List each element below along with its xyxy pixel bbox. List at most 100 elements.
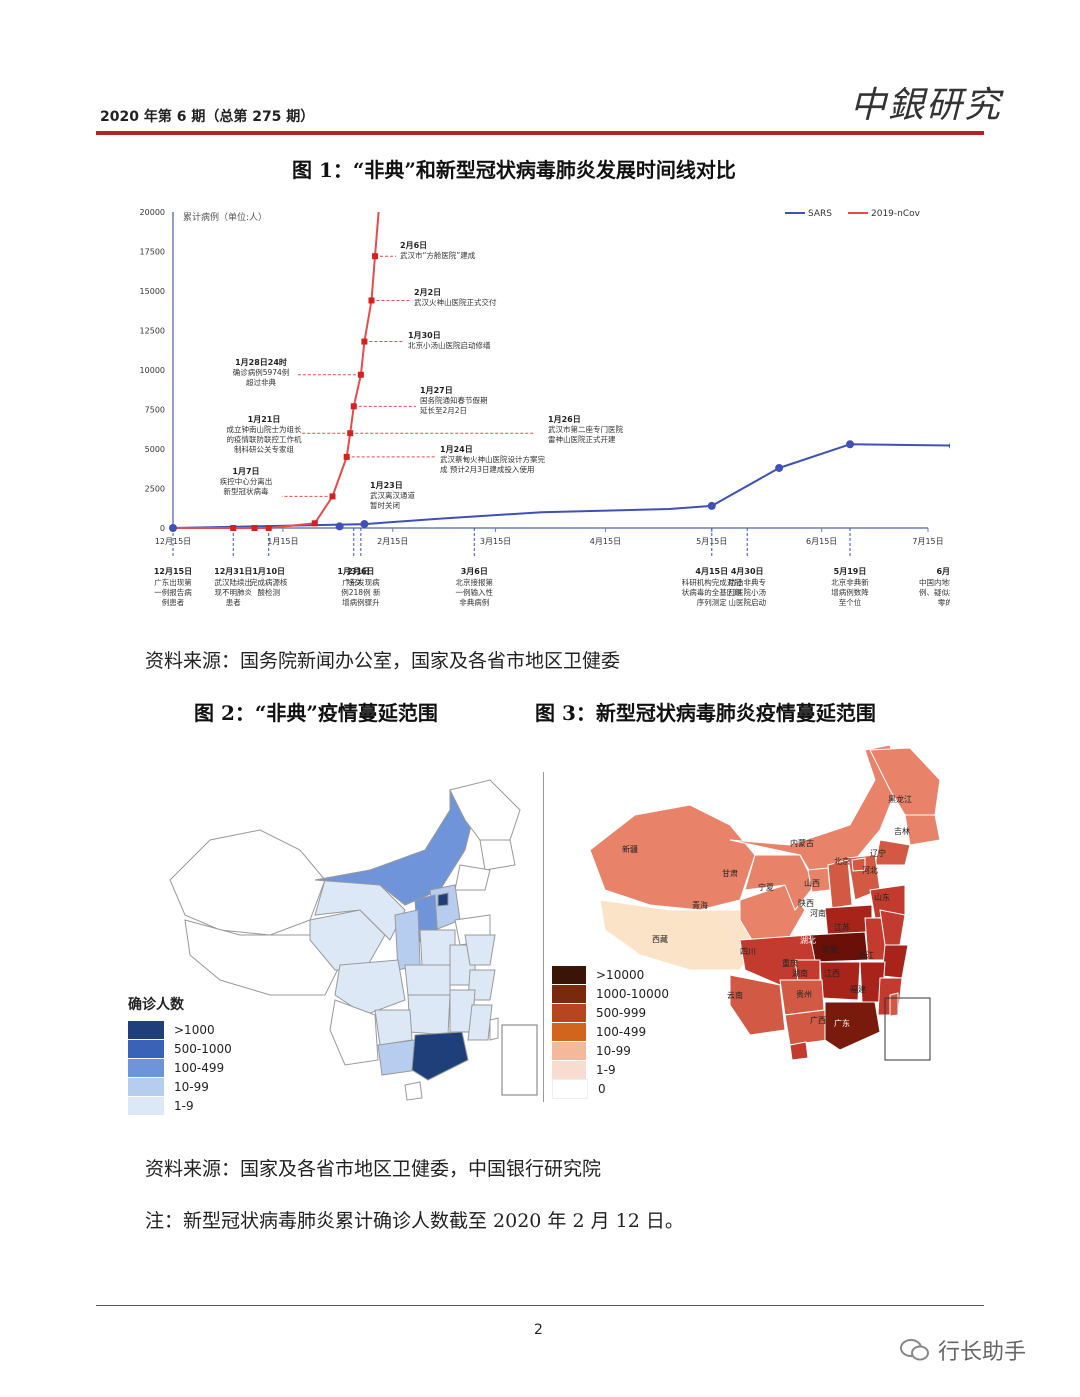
event-text: 例患者 bbox=[162, 597, 185, 607]
wechat-icon bbox=[900, 1339, 929, 1361]
annotation-date: 1月23日 bbox=[370, 481, 403, 490]
sars-legend: 确诊人数 >1000 500-1000 100-499 10-99 1-9 bbox=[128, 994, 232, 1115]
map-region-sichuan bbox=[334, 959, 406, 1016]
annotation-text: 北京小汤山医院启动修缮 bbox=[408, 340, 491, 350]
legend-item: 1-9 bbox=[128, 1096, 232, 1115]
sars-map bbox=[169, 779, 538, 1101]
annotation-date: 1月21日 bbox=[248, 415, 281, 424]
legend-item: 500-999 bbox=[552, 1003, 669, 1022]
y-tick-label: 17500 bbox=[140, 248, 165, 257]
sars-marker bbox=[335, 522, 344, 531]
watermark: 行长助手 bbox=[900, 1334, 1026, 1366]
ncov-marker bbox=[311, 520, 318, 527]
footer-rule bbox=[96, 1305, 984, 1306]
event-text: 北京非典新 bbox=[831, 577, 869, 587]
figures-note: 注：新型冠状病毒肺炎累计确诊人数截至 2020 年 2 月 12 日。 bbox=[145, 1210, 684, 1232]
legend-item: 1-9 bbox=[552, 1060, 669, 1079]
figure1-title: 图 1：“非典”和新型冠状病毒肺炎发展时间线对比 bbox=[292, 158, 736, 182]
legend-label: >10000 bbox=[596, 967, 645, 982]
legend-item: >10000 bbox=[552, 965, 669, 984]
event-text: 科研机构完成对冠 bbox=[682, 577, 742, 587]
map-region-beijing bbox=[437, 892, 449, 907]
annotation-date: 1月30日 bbox=[408, 331, 441, 340]
province-label: 新疆 bbox=[622, 844, 638, 854]
annotation-text: 超过非典 bbox=[246, 377, 276, 387]
y-tick-label: 0 bbox=[160, 524, 165, 533]
x-tick-label: 4月15日 bbox=[590, 537, 621, 546]
event-date: 5月19日 bbox=[834, 567, 867, 576]
event-date: 2月6日 bbox=[347, 567, 374, 576]
map-region-fujian bbox=[467, 1004, 493, 1041]
figure1-chart: 0 2500 5000 7500 10000 12500 15000 17500 20000 累计… bbox=[140, 208, 950, 607]
legend-item: 0 bbox=[552, 1078, 669, 1099]
legend-item: 10-99 bbox=[552, 1041, 669, 1060]
province-label: 河南 bbox=[810, 908, 826, 918]
sars-legend-title: 确诊人数 bbox=[128, 997, 184, 1013]
province-label: 内蒙古 bbox=[790, 838, 814, 848]
ncov-marker bbox=[368, 297, 375, 304]
province-label: 甘肃 bbox=[722, 868, 738, 878]
map-region-shaanxi bbox=[394, 909, 421, 971]
annotation-text: 的疫情联防联控工作机 bbox=[227, 434, 302, 444]
province-label: 山东 bbox=[874, 892, 890, 902]
ncov-marker bbox=[265, 525, 272, 531]
sars-marker bbox=[169, 524, 177, 532]
event-text: 除夕 bbox=[346, 577, 361, 587]
x-tick-label: 6月15日 bbox=[806, 537, 837, 546]
y-tick-label: 20000 bbox=[140, 208, 165, 217]
event-text: 状病毒的全基因组 bbox=[682, 587, 742, 597]
legend-label: SARS bbox=[808, 209, 832, 219]
south-sea-inset bbox=[501, 1024, 538, 1096]
legend-label: 1-9 bbox=[596, 1062, 616, 1077]
event-date: 4月30日 bbox=[731, 567, 764, 576]
event-text: 至个位 bbox=[839, 597, 862, 607]
ncov-marker bbox=[350, 403, 357, 410]
y-axis-label: 累计病例（单位:人） bbox=[183, 211, 267, 223]
province-label: 重庆 bbox=[782, 958, 798, 968]
map-region-liaoning bbox=[454, 864, 491, 891]
map-region-tibet bbox=[184, 919, 341, 996]
province-label: 安徽 bbox=[822, 944, 838, 954]
event-text: 门医院小汤 bbox=[728, 587, 766, 597]
legend-swatch bbox=[128, 1077, 164, 1096]
province-label: 贵州 bbox=[796, 989, 812, 999]
map-region-hunan bbox=[407, 994, 451, 1036]
annotation-text: 延长至2月2日 bbox=[420, 405, 467, 415]
legend-label: 1000-10000 bbox=[596, 986, 670, 1001]
x-tick-label: 1月15日 bbox=[267, 537, 298, 546]
map-region-guizhou bbox=[374, 1009, 413, 1046]
sars-marker bbox=[775, 463, 784, 472]
annotation-text: 确诊病例5974例 bbox=[233, 367, 290, 377]
event-text: 山医院启动 bbox=[728, 597, 766, 607]
event-text: 现不明肺炎 bbox=[215, 588, 253, 597]
annotation-text: 成立钟南山院士为组长 bbox=[227, 424, 302, 434]
legend-item: 500-1000 bbox=[128, 1039, 232, 1058]
province-label: 江西 bbox=[824, 969, 840, 978]
map-region-guangdong bbox=[411, 1031, 469, 1081]
ncov-marker bbox=[372, 253, 379, 260]
map-region-hubei bbox=[404, 964, 451, 996]
map-region-xinjiang bbox=[169, 829, 326, 936]
x-tick-label: 3月15日 bbox=[480, 537, 511, 546]
map-region-yunnan bbox=[329, 999, 379, 1066]
legend-label: 2019-nCov bbox=[871, 209, 921, 219]
legend-label: 10-99 bbox=[596, 1043, 631, 1058]
annotation-text: 疾控中心分离出 bbox=[220, 476, 273, 486]
event-text: 增病例骤升 bbox=[342, 597, 380, 607]
province-label: 陕西 bbox=[798, 898, 814, 908]
province-label: 广东 bbox=[834, 1018, 850, 1028]
legend-item: 10-99 bbox=[128, 1077, 232, 1096]
annotation-date: 1月24日 bbox=[440, 445, 473, 454]
event-text: 中国内地实现确诊病 bbox=[919, 577, 950, 587]
annotation-text: 武汉火神山医院正式交付 bbox=[414, 297, 497, 307]
ncov-marker bbox=[230, 525, 237, 531]
event-date: 6月15日 bbox=[936, 567, 950, 576]
event-text: 一例输入性 bbox=[456, 587, 494, 597]
map-region-jilin bbox=[479, 839, 516, 871]
annotation-text: 新型冠状病毒 bbox=[224, 486, 269, 496]
province-label: 北京 bbox=[834, 856, 850, 866]
map-region-hainan bbox=[404, 1081, 423, 1101]
figure3-title: 图 3：新型冠状病毒肺炎疫情蔓延范围 bbox=[535, 701, 876, 725]
annotation-text: 武汉市第二座专门医院 bbox=[548, 424, 623, 434]
